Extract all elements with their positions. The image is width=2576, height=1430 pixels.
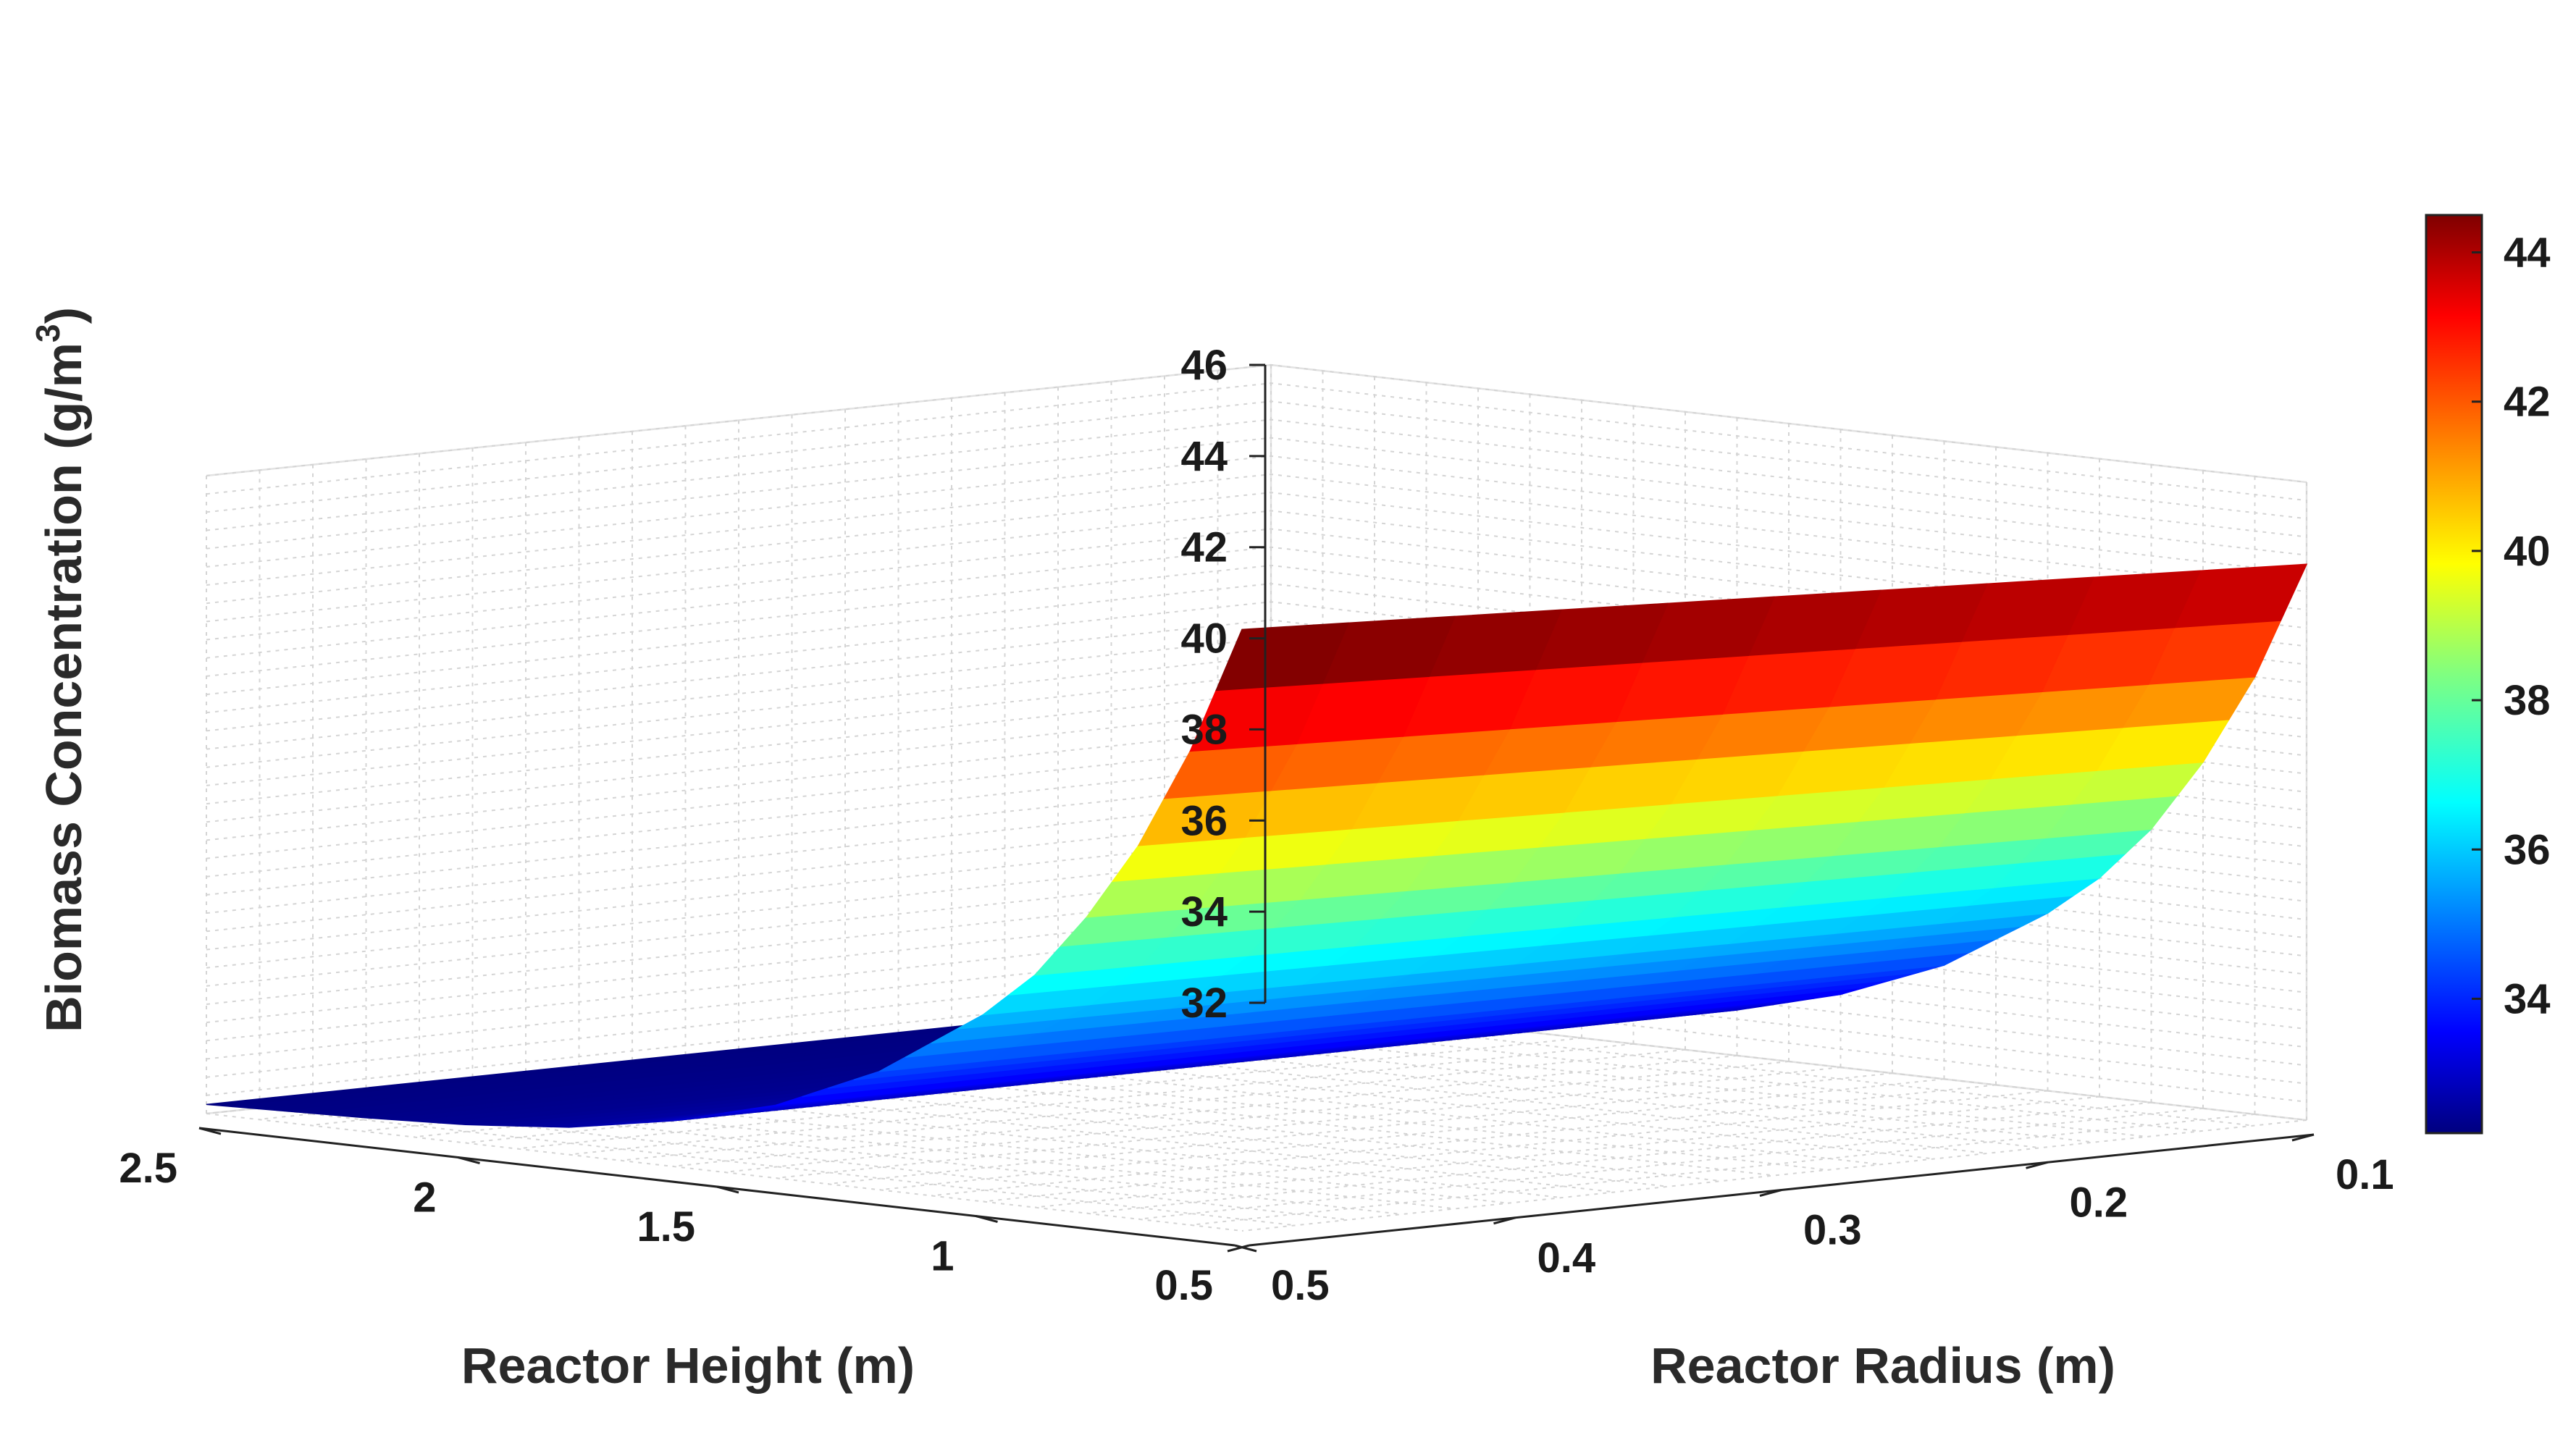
x-tick-mark — [1227, 1244, 1250, 1253]
y-tick-mark — [1234, 1244, 1257, 1253]
surface-patch — [1215, 622, 1350, 691]
x-tick-mark — [2291, 1133, 2315, 1142]
z-tick-label: 46 — [1180, 342, 1228, 389]
y-tick-label: 2 — [413, 1174, 436, 1221]
colorbar-tick-label: 44 — [2504, 230, 2551, 277]
z-axis-label: Biomass Concentration (g/m3) — [29, 307, 92, 1032]
colorbar: 34 36 38 40 42 44 — [2425, 214, 2551, 1135]
colorbar-gradient — [2425, 214, 2483, 1135]
y-axis-label: Reactor Height (m) — [461, 1337, 915, 1394]
x-tick-mark — [2026, 1161, 2048, 1169]
z-tick-label: 32 — [1180, 980, 1228, 1027]
y-tick-mark — [716, 1185, 739, 1194]
colorbar-tick-label: 42 — [2504, 379, 2551, 426]
y-tick-mark — [976, 1215, 998, 1223]
z-tick-label: 42 — [1180, 524, 1228, 571]
z-tick-label: 44 — [1180, 433, 1228, 480]
x-tick-label: 0.5 — [1271, 1262, 1330, 1309]
x-tick-mark — [1493, 1216, 1516, 1225]
y-tick-mark — [198, 1127, 222, 1135]
x-tick-label: 0.4 — [1537, 1235, 1596, 1282]
y-tick-mark — [458, 1156, 480, 1164]
y-tick-label: 1 — [931, 1233, 954, 1280]
z-tick-label: 40 — [1180, 615, 1228, 663]
y-tick-label: 0.5 — [1154, 1262, 1213, 1309]
x-axis-label: Reactor Radius (m) — [1650, 1337, 2115, 1394]
y-tick-label: 1.5 — [637, 1203, 695, 1250]
x-tick-label: 0.3 — [1803, 1207, 1862, 1254]
colorbar-tick-label: 40 — [2504, 528, 2551, 575]
z-tick-label: 38 — [1180, 706, 1228, 753]
colorbar-tick-label: 34 — [2504, 975, 2551, 1022]
y-tick-label: 2.5 — [119, 1145, 177, 1192]
tick-labels: 32 34 36 38 40 42 44 46 0.5 1 1.5 2 2.5 0.1 0.2 0.3 0.4 0… — [119, 342, 2394, 1309]
surface-mesh — [206, 563, 2308, 1128]
colorbar-tick-label: 36 — [2504, 826, 2551, 873]
x-tick-label: 0.2 — [2070, 1179, 2128, 1226]
x-tick-label: 0.1 — [2336, 1151, 2394, 1198]
z-tick-label: 34 — [1180, 888, 1228, 935]
colorbar-tick-label: 38 — [2504, 677, 2551, 724]
x-tick-mark — [1759, 1189, 1782, 1197]
z-tick-label: 36 — [1180, 797, 1228, 844]
